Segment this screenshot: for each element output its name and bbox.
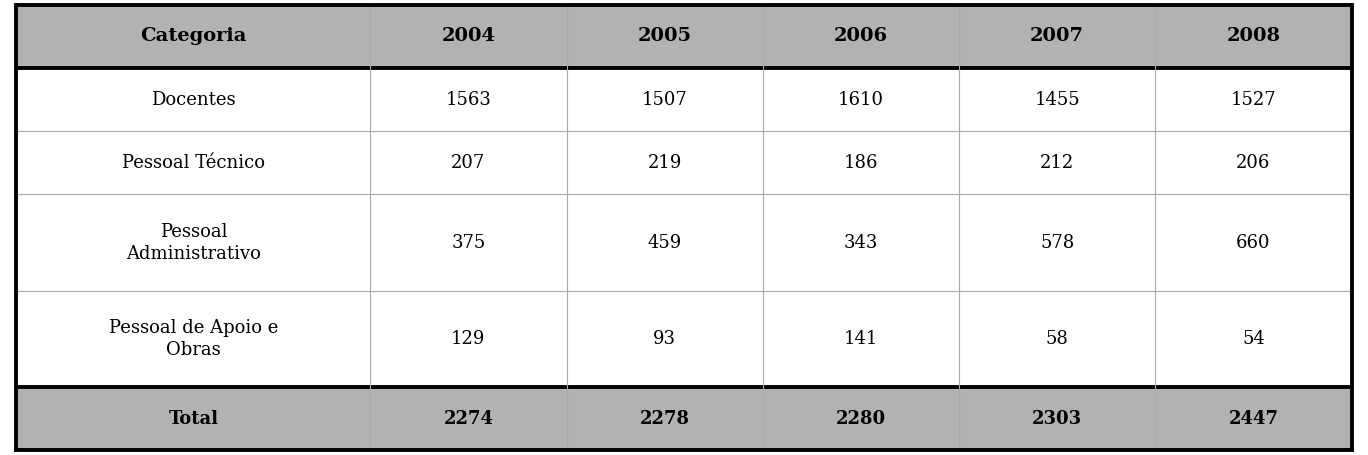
Text: 129: 129 <box>451 330 486 348</box>
Bar <box>1156 291 1352 387</box>
Text: 578: 578 <box>1040 233 1074 252</box>
Text: 54: 54 <box>1242 330 1265 348</box>
Bar <box>371 68 566 131</box>
Bar <box>371 131 566 194</box>
Bar <box>763 291 959 387</box>
Bar <box>371 194 566 291</box>
Bar <box>1156 5 1352 68</box>
Text: 212: 212 <box>1040 154 1074 172</box>
Bar <box>959 131 1156 194</box>
Text: 2008: 2008 <box>1227 27 1280 45</box>
Text: Total: Total <box>168 410 219 428</box>
Bar <box>566 387 763 450</box>
Bar <box>959 68 1156 131</box>
Text: 93: 93 <box>653 330 676 348</box>
Text: 2303: 2303 <box>1031 410 1082 428</box>
Bar <box>566 131 763 194</box>
Bar <box>763 131 959 194</box>
Bar <box>371 387 566 450</box>
Text: 206: 206 <box>1237 154 1271 172</box>
Text: 219: 219 <box>647 154 681 172</box>
Text: 186: 186 <box>844 154 878 172</box>
Bar <box>16 131 371 194</box>
Text: 2278: 2278 <box>640 410 689 428</box>
Text: Pessoal de Apoio e
Obras: Pessoal de Apoio e Obras <box>108 319 278 359</box>
Bar <box>959 291 1156 387</box>
Text: Docentes: Docentes <box>150 91 235 108</box>
Text: 660: 660 <box>1237 233 1271 252</box>
Bar <box>566 5 763 68</box>
Text: Pessoal
Administrativo: Pessoal Administrativo <box>126 222 261 263</box>
Text: 1610: 1610 <box>839 91 884 108</box>
Text: 207: 207 <box>451 154 486 172</box>
Text: 343: 343 <box>844 233 878 252</box>
Bar <box>566 291 763 387</box>
Bar <box>1156 387 1352 450</box>
Bar <box>16 194 371 291</box>
Text: 141: 141 <box>844 330 878 348</box>
Bar <box>1156 131 1352 194</box>
Bar <box>371 291 566 387</box>
Text: Pessoal Técnico: Pessoal Técnico <box>122 154 265 172</box>
Bar <box>16 291 371 387</box>
Text: 2005: 2005 <box>637 27 692 45</box>
Text: 1455: 1455 <box>1034 91 1079 108</box>
Bar <box>763 5 959 68</box>
Bar <box>566 194 763 291</box>
Text: 1507: 1507 <box>642 91 688 108</box>
Text: 58: 58 <box>1045 330 1068 348</box>
Text: 1527: 1527 <box>1231 91 1276 108</box>
Bar <box>16 68 371 131</box>
Text: 2274: 2274 <box>443 410 494 428</box>
Text: 459: 459 <box>647 233 681 252</box>
Bar <box>16 5 371 68</box>
Text: 2280: 2280 <box>836 410 886 428</box>
Bar <box>1156 194 1352 291</box>
Text: 2447: 2447 <box>1228 410 1279 428</box>
Text: 1563: 1563 <box>446 91 491 108</box>
Bar <box>959 387 1156 450</box>
Bar <box>16 387 371 450</box>
Bar <box>763 68 959 131</box>
Text: 2007: 2007 <box>1030 27 1085 45</box>
Text: 2004: 2004 <box>442 27 495 45</box>
Bar <box>763 194 959 291</box>
Text: 375: 375 <box>451 233 486 252</box>
Bar <box>959 194 1156 291</box>
Bar <box>566 68 763 131</box>
Text: 2006: 2006 <box>834 27 888 45</box>
Bar <box>959 5 1156 68</box>
Bar <box>371 5 566 68</box>
Text: Categoria: Categoria <box>140 27 246 45</box>
Bar <box>763 387 959 450</box>
Bar <box>1156 68 1352 131</box>
